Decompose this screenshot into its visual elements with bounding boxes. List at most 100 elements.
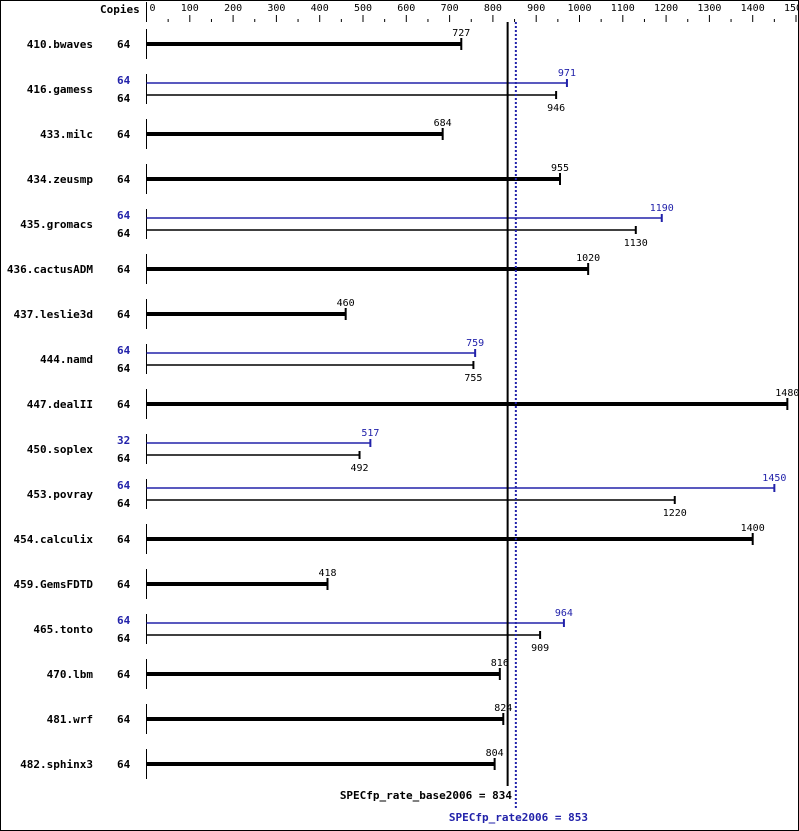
base-copies: 64 <box>117 92 131 105</box>
peak-copies: 64 <box>117 479 131 492</box>
copies-header: Copies <box>100 3 140 16</box>
peak-value: 1190 <box>650 203 674 214</box>
base-copies: 64 <box>117 533 131 546</box>
benchmark-name: 434.zeusmp <box>27 173 94 186</box>
base-value: 1220 <box>663 508 687 519</box>
base-value: 755 <box>464 373 482 384</box>
base-mean-label: SPECfp_rate_base2006 = 834 <box>340 789 513 802</box>
base-value: 492 <box>351 463 369 474</box>
base-copies: 64 <box>117 308 131 321</box>
benchmark-name: 481.wrf <box>47 713 93 726</box>
benchmark-name: 482.sphinx3 <box>20 758 93 771</box>
base-copies: 64 <box>117 173 131 186</box>
benchmark-name: 465.tonto <box>33 623 93 636</box>
base-copies: 64 <box>117 398 131 411</box>
benchmark-rows: 410.bwaves 64 727 416.gamess 64 64 971 946 433.m… <box>7 28 799 779</box>
benchmark-row: 416.gamess 64 64 971 946 <box>27 68 576 114</box>
x-tick-label: 300 <box>267 3 285 14</box>
benchmark-row: 459.GemsFDTD 64 418 <box>14 568 337 599</box>
base-value: 909 <box>531 643 549 654</box>
x-tick-label: 1100 <box>611 3 635 14</box>
x-tick-label: 100 <box>181 3 199 14</box>
benchmark-name: 453.povray <box>27 488 94 501</box>
benchmark-row: 482.sphinx3 64 804 <box>20 748 504 779</box>
benchmark-name: 416.gamess <box>27 83 93 96</box>
benchmark-row: 437.leslie3d 64 460 <box>14 298 355 329</box>
benchmark-row: 450.soplex 32 64 517 492 <box>27 428 380 474</box>
base-value: 1480 <box>775 388 799 399</box>
benchmark-name: 450.soplex <box>27 443 94 456</box>
peak-copies: 32 <box>117 434 130 447</box>
base-value: 684 <box>434 118 452 129</box>
benchmark-row: 481.wrf 64 824 <box>47 703 512 734</box>
base-copies: 64 <box>117 713 131 726</box>
benchmark-name: 470.lbm <box>47 668 94 681</box>
benchmark-name: 435.gromacs <box>20 218 93 231</box>
x-tick-label: 900 <box>527 3 545 14</box>
x-tick-label: 1000 <box>567 3 591 14</box>
peak-copies: 64 <box>117 344 131 357</box>
x-tick-label: 700 <box>441 3 459 14</box>
x-tick-label: 1200 <box>654 3 678 14</box>
base-value: 460 <box>337 298 355 309</box>
base-copies: 64 <box>117 578 131 591</box>
base-copies: 64 <box>117 497 131 510</box>
x-axis: 0 100 200 300 400 500 600 700 800 900 1000 1100 1200… <box>146 2 799 22</box>
base-value: 418 <box>318 568 336 579</box>
peak-value: 964 <box>555 608 573 619</box>
base-value: 946 <box>547 103 565 114</box>
x-tick-label: 200 <box>224 3 242 14</box>
base-copies: 64 <box>117 668 131 681</box>
x-tick-label: 800 <box>484 3 502 14</box>
benchmark-row: 465.tonto 64 64 964 909 <box>33 608 573 654</box>
benchmark-row: 470.lbm 64 816 <box>47 658 509 689</box>
x-tick-label: 400 <box>311 3 329 14</box>
benchmark-name: 437.leslie3d <box>14 308 93 321</box>
base-value: 1400 <box>741 523 765 534</box>
benchmark-row: 410.bwaves 64 727 <box>27 28 470 59</box>
peak-mean-label: SPECfp_rate2006 = 853 <box>449 811 588 824</box>
peak-copies: 64 <box>117 209 131 222</box>
base-value: 824 <box>494 703 512 714</box>
base-copies: 64 <box>117 632 131 645</box>
base-value: 727 <box>452 28 470 39</box>
benchmark-row: 447.dealII 64 1480 <box>27 388 799 419</box>
x-tick-label: 1300 <box>697 3 721 14</box>
base-copies: 64 <box>117 758 131 771</box>
base-copies: 64 <box>117 128 131 141</box>
benchmark-name: 436.cactusADM <box>7 263 93 276</box>
benchmark-row: 436.cactusADM 64 1020 <box>7 253 600 284</box>
peak-value: 759 <box>466 338 484 349</box>
peak-value: 971 <box>558 68 576 79</box>
peak-copies: 64 <box>117 614 131 627</box>
base-copies: 64 <box>117 227 131 240</box>
x-tick-label: 0 <box>150 3 156 14</box>
base-value: 1020 <box>576 253 600 264</box>
benchmark-name: 447.dealII <box>27 398 93 411</box>
benchmark-row: 444.namd 64 64 759 755 <box>40 338 484 384</box>
base-copies: 64 <box>117 452 131 465</box>
benchmark-name: 433.milc <box>40 128 93 141</box>
peak-value: 1450 <box>762 473 786 484</box>
base-value: 816 <box>491 658 509 669</box>
benchmark-name: 454.calculix <box>14 533 94 546</box>
benchmark-row: 453.povray 64 64 1450 1220 <box>27 473 787 519</box>
mean-lines <box>506 22 517 808</box>
base-value: 804 <box>486 748 504 759</box>
benchmark-row: 434.zeusmp 64 955 <box>27 163 569 194</box>
base-value: 1130 <box>624 238 648 249</box>
x-tick-label: 600 <box>397 3 415 14</box>
benchmark-name: 410.bwaves <box>27 38 93 51</box>
x-tick-label: 1400 <box>741 3 765 14</box>
peak-copies: 64 <box>117 74 131 87</box>
base-value: 955 <box>551 163 569 174</box>
benchmark-row: 435.gromacs 64 64 1190 1130 <box>20 203 674 249</box>
base-copies: 64 <box>117 362 131 375</box>
peak-value: 517 <box>361 428 379 439</box>
base-copies: 64 <box>117 38 131 51</box>
benchmark-name: 444.namd <box>40 353 93 366</box>
benchmark-row: 433.milc 64 684 <box>40 118 452 149</box>
benchmark-row: 454.calculix 64 1400 <box>14 523 765 554</box>
